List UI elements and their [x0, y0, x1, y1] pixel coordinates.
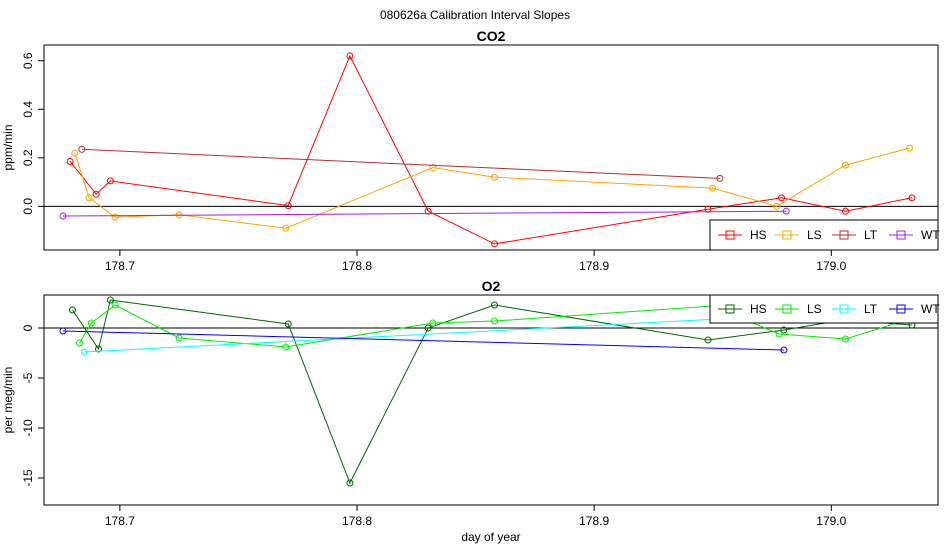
point-ls [842, 335, 850, 343]
y-axis-label: per meg/min [1, 367, 15, 434]
legend-label: LT [864, 228, 878, 242]
y-tick-label: 0 [21, 324, 35, 331]
series-line-ls [79, 304, 910, 348]
point-ls [491, 173, 499, 181]
legend-marker [782, 230, 792, 240]
point-ls [175, 334, 183, 342]
point-ls [85, 194, 93, 202]
point-ls [87, 319, 95, 327]
point-hs [346, 52, 354, 60]
point-ls [111, 213, 119, 221]
point-ls [491, 317, 499, 325]
point-hs [68, 306, 76, 314]
point-lt [716, 174, 724, 182]
o2-panel: O2 178.7 178.8 178.9 179.0 -15 -10 -5 0 per meg/m… [1, 278, 940, 544]
point-ls [282, 343, 290, 351]
point-hs [908, 194, 916, 202]
series-line-wt [62, 330, 784, 351]
point-hs [842, 207, 850, 215]
point-hs [777, 194, 785, 202]
point-ls [111, 301, 119, 309]
co2-panel: CO2 178.7 178.8 178.9 179.0 0.0 0.2 0.4 0.6 ppm/m… [1, 28, 940, 273]
x-tick-label: 178.8 [342, 259, 372, 273]
point-ls [773, 202, 781, 210]
y-tick-label: 0.4 [21, 101, 35, 118]
panel-title: CO2 [477, 28, 506, 44]
point-hs [704, 336, 712, 344]
series-line-hs [72, 299, 912, 485]
point-hs [106, 296, 114, 304]
legend-label: HS [750, 228, 767, 242]
panel-title: O2 [482, 278, 501, 294]
series-line-ls [74, 147, 910, 229]
legend-marker [725, 230, 735, 240]
legend-marker [725, 304, 735, 314]
x-tick-label: 178.7 [105, 259, 135, 273]
point-wt [59, 327, 67, 335]
point-ls [429, 164, 437, 172]
plot-frame [43, 294, 939, 506]
series-line-lt [81, 148, 720, 179]
point-hs [491, 301, 499, 309]
point-ls [906, 144, 914, 152]
x-axis-label: day of year [461, 530, 520, 544]
point-hs [95, 345, 103, 353]
point-hs [424, 324, 432, 332]
point-ls [71, 149, 79, 157]
point-hs [66, 157, 74, 165]
point-wt [782, 207, 790, 215]
x-tick-label: 178.8 [342, 514, 372, 528]
x-tick-label: 179.0 [816, 514, 846, 528]
legend-label: LS [807, 302, 822, 316]
point-lt [78, 145, 86, 153]
legend-marker [839, 304, 849, 314]
legend-marker [782, 304, 792, 314]
point-hs [284, 320, 292, 328]
legend-marker [839, 230, 849, 240]
legend-marker [896, 304, 906, 314]
y-tick-label: -15 [21, 469, 35, 487]
y-tick-label: 0.2 [21, 149, 35, 166]
figure-title: 080626a Calibration Interval Slopes [380, 8, 570, 22]
point-ls [775, 330, 783, 338]
point-hs [704, 205, 712, 213]
point-ls [429, 319, 437, 327]
plot-frame [43, 44, 939, 251]
point-hs [424, 207, 432, 215]
point-ls [282, 224, 290, 232]
x-tick-label: 178.9 [579, 514, 609, 528]
point-wt [780, 346, 788, 354]
y-tick-label: 0.6 [21, 52, 35, 69]
point-hs [92, 190, 100, 198]
x-tick-label: 179.0 [816, 259, 846, 273]
point-hs [491, 240, 499, 248]
y-tick-label: 0.0 [21, 198, 35, 215]
x-tick-label: 178.9 [579, 259, 609, 273]
point-ls [709, 184, 717, 192]
series-line-hs [69, 54, 912, 245]
point-ls [76, 339, 84, 347]
legend-label: WT [921, 228, 940, 242]
legend-marker [896, 230, 906, 240]
point-hs [780, 326, 788, 334]
point-wt [59, 212, 67, 220]
legend-label: HS [750, 302, 767, 316]
y-axis-label: ppm/min [1, 124, 15, 170]
point-hs [284, 202, 292, 210]
series-line-wt [62, 210, 787, 217]
y-tick-label: -5 [21, 372, 35, 383]
point-hs [106, 177, 114, 185]
y-tick-label: -10 [21, 419, 35, 437]
x-tick-label: 178.7 [105, 514, 135, 528]
legend-label: LT [864, 302, 878, 316]
point-ls [842, 161, 850, 169]
legend-label: WT [921, 302, 940, 316]
series-line-lt [84, 318, 720, 353]
point-lt [80, 348, 88, 356]
legend-label: LS [807, 228, 822, 242]
point-hs [346, 479, 354, 487]
